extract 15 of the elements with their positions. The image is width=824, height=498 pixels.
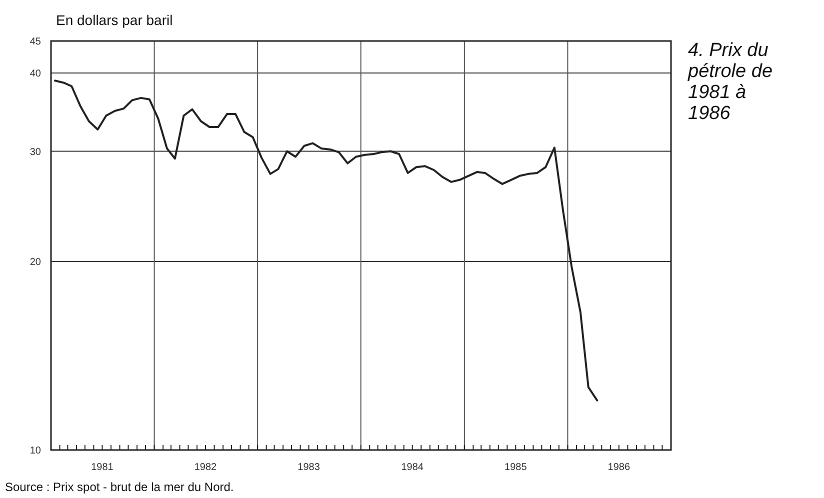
source-note: Source : Prix spot - brut de la mer du Nord. bbox=[5, 480, 234, 494]
y-tick-label: 30 bbox=[30, 146, 42, 158]
text: 4. Prix du pétrole de 1981 à 1986 bbox=[687, 40, 773, 124]
y-tick-label: 10 bbox=[30, 446, 42, 456]
x-tick-label: 1981 bbox=[91, 462, 114, 473]
x-tick-label: 1984 bbox=[401, 462, 424, 473]
y-axis-title: En dollars par baril bbox=[56, 12, 173, 28]
x-tick-label: 1983 bbox=[298, 462, 320, 473]
y-tick-label: 20 bbox=[30, 257, 42, 268]
y-tick-label: 40 bbox=[30, 68, 42, 80]
line-series bbox=[54, 80, 598, 402]
x-tick-label: 1986 bbox=[608, 462, 630, 473]
y-tick-label: 45 bbox=[30, 36, 42, 48]
x-tick-label: 1982 bbox=[194, 462, 218, 473]
x-tick-label: 1985 bbox=[504, 462, 528, 473]
